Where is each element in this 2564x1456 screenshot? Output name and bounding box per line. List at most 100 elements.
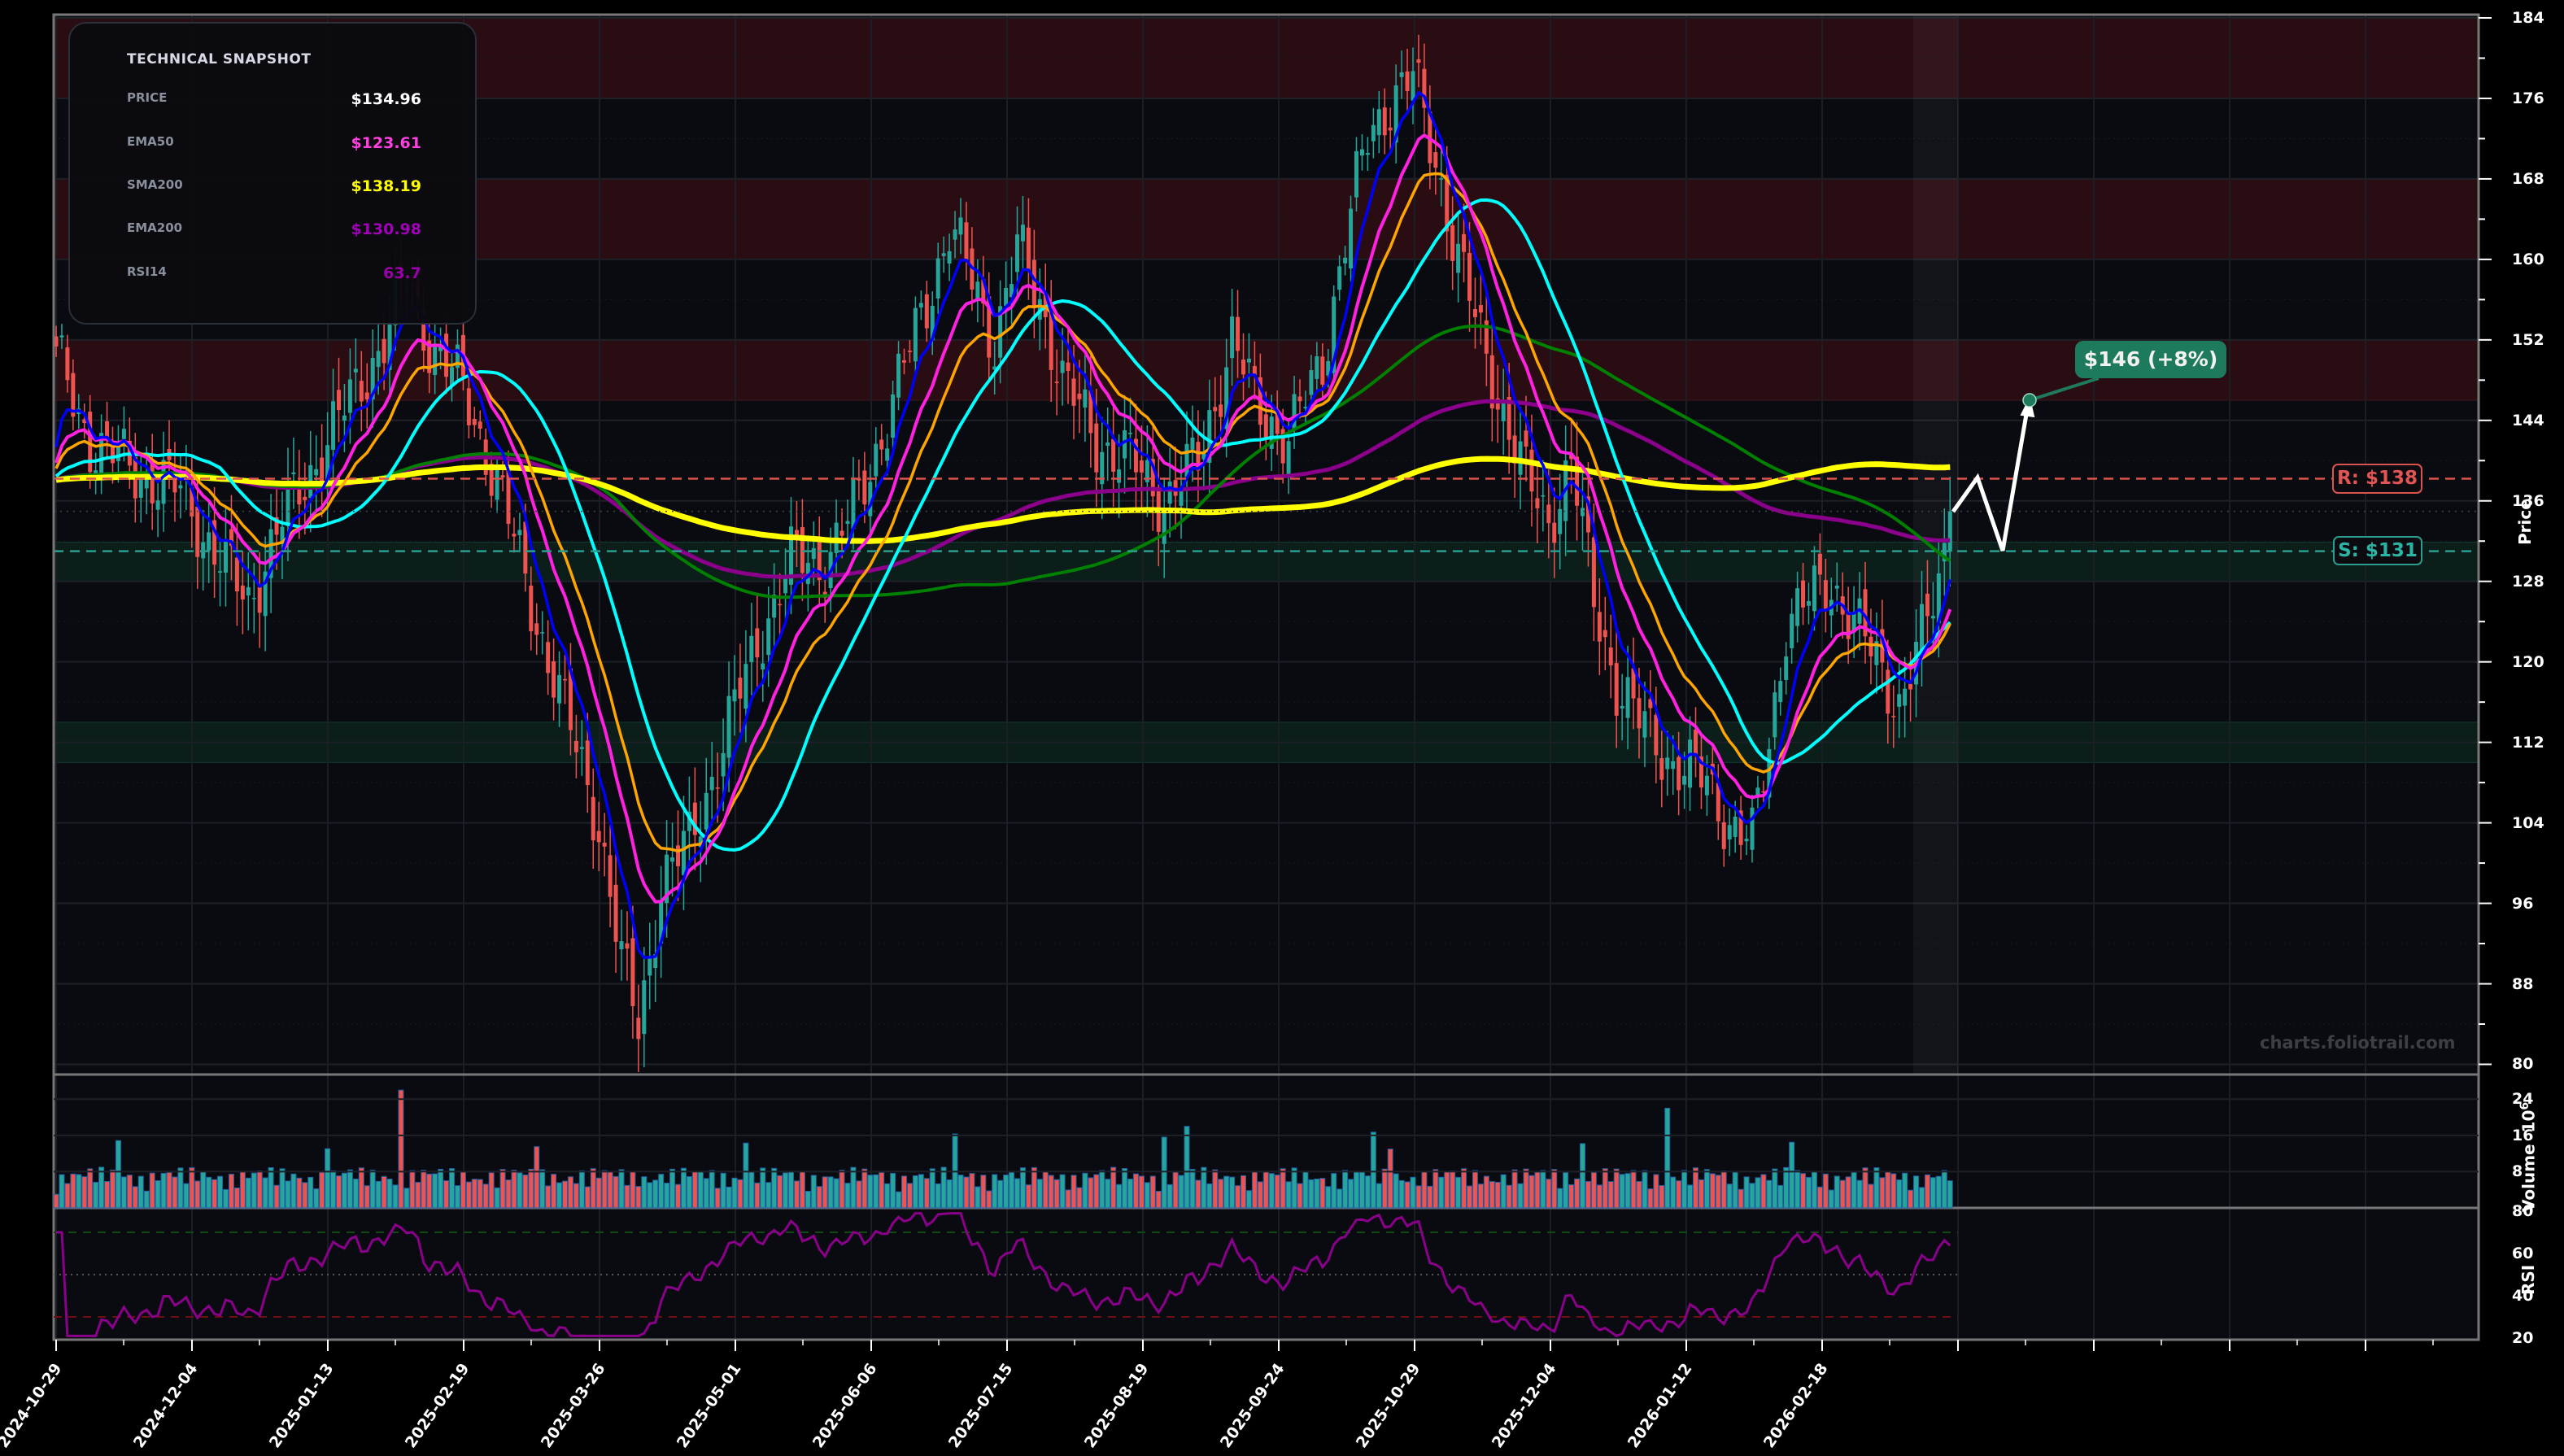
volume-bar <box>664 1183 670 1209</box>
volume-tick-label: 16 <box>2512 1126 2534 1144</box>
candle-body <box>630 938 635 1006</box>
volume-axis-exponent-sup: 6 <box>2518 1101 2531 1110</box>
candle-body <box>251 598 256 599</box>
candle-body <box>1105 442 1110 447</box>
candle-body <box>1376 109 1381 136</box>
volume-bar <box>1245 1190 1252 1209</box>
candle-body <box>1445 174 1450 232</box>
volume-bar <box>454 1185 460 1209</box>
volume-bar <box>658 1174 665 1209</box>
volume-bar <box>783 1172 789 1209</box>
candle-body <box>240 585 245 600</box>
candle-body <box>71 373 76 417</box>
candle-body <box>212 520 217 565</box>
candle-body <box>1190 438 1195 450</box>
volume-bar <box>59 1174 65 1209</box>
candle-body <box>715 787 720 789</box>
candle-body <box>1642 711 1647 738</box>
volume-bar <box>1839 1179 1846 1209</box>
candle-body <box>794 530 799 538</box>
candle-body <box>1117 469 1122 483</box>
volume-bar <box>1331 1173 1337 1209</box>
volume-bar <box>1760 1174 1767 1209</box>
volume-bar <box>1856 1179 1863 1209</box>
volume-bar <box>669 1168 676 1209</box>
volume-bar <box>1732 1171 1738 1209</box>
candle-body <box>930 306 935 341</box>
volume-bar <box>1166 1184 1173 1209</box>
candle-body <box>1133 438 1138 473</box>
volume-bar <box>1036 1179 1043 1209</box>
volume-axis-label: Volume 106 <box>2518 1102 2539 1212</box>
candle-body <box>1507 396 1511 440</box>
volume-bar <box>1777 1184 1784 1209</box>
volume-bar <box>1178 1175 1184 1209</box>
candle-body <box>789 526 793 585</box>
sma200-line <box>55 456 1951 544</box>
volume-bar <box>245 1177 251 1209</box>
snapshot-value: $130.98 <box>351 220 421 238</box>
candle-body <box>1088 390 1093 434</box>
volume-bar <box>1370 1131 1376 1209</box>
volume-bar <box>1071 1175 1077 1209</box>
candle-body <box>579 747 584 749</box>
price-tick-label: 184 <box>2512 9 2544 27</box>
volume-bar <box>1772 1168 1778 1209</box>
volume-bar <box>296 1177 303 1209</box>
volume-bar <box>890 1173 896 1209</box>
candle-body <box>896 353 901 398</box>
volume-bar <box>929 1168 935 1209</box>
candle-body <box>1054 381 1059 383</box>
candle-body <box>1263 414 1268 438</box>
volume-bar <box>901 1175 907 1209</box>
candle-body <box>1761 791 1766 793</box>
volume-bar <box>307 1176 314 1209</box>
candle-body <box>1558 508 1563 534</box>
volume-bar <box>98 1166 105 1209</box>
volume-bar <box>87 1168 94 1209</box>
volume-bar <box>1890 1173 1897 1209</box>
volume-bar <box>1540 1170 1546 1209</box>
candle-body <box>1834 585 1839 589</box>
volume-bar <box>1489 1181 1495 1209</box>
volume-bar <box>1483 1175 1489 1209</box>
volume-bar <box>1703 1169 1710 1209</box>
candle-body <box>331 401 336 450</box>
candle-body <box>1382 107 1387 136</box>
candle-body <box>342 415 347 421</box>
volume-bar <box>1676 1180 1682 1209</box>
volume-bar <box>697 1170 704 1209</box>
candle-body <box>636 1018 641 1040</box>
volume-bar <box>839 1170 845 1209</box>
volume-bar <box>1834 1175 1840 1209</box>
candle-body <box>1416 59 1421 63</box>
candle-body <box>1472 309 1477 317</box>
volume-bar <box>918 1174 924 1209</box>
volume-bar <box>1404 1181 1411 1209</box>
candle-body <box>1677 756 1681 791</box>
volume-bar <box>1025 1184 1031 1209</box>
candle-body <box>1297 396 1302 402</box>
candle-body <box>229 529 233 547</box>
candle-body <box>1388 127 1393 131</box>
candle-body <box>732 689 737 702</box>
volume-bar <box>578 1170 585 1209</box>
candle-body <box>1128 433 1132 434</box>
volume-bar <box>1659 1184 1665 1209</box>
snapshot-title: TECHNICAL SNAPSHOT <box>127 51 312 68</box>
candle-body <box>1773 692 1777 738</box>
volume-bar <box>884 1183 891 1209</box>
candle-body <box>1332 296 1337 373</box>
candle-body <box>534 623 539 635</box>
candle-body <box>1744 839 1749 842</box>
candle-body <box>325 445 330 490</box>
volume-bar <box>1902 1172 1908 1209</box>
candle-body <box>1823 580 1828 612</box>
volume-bar <box>206 1176 212 1209</box>
candle-body <box>1727 825 1732 839</box>
candle-body <box>1733 816 1738 837</box>
candle-body <box>1812 565 1816 612</box>
snapshot-value: 63.7 <box>383 264 421 282</box>
price-tick-label: 176 <box>2512 89 2544 107</box>
candle-body <box>987 296 992 358</box>
